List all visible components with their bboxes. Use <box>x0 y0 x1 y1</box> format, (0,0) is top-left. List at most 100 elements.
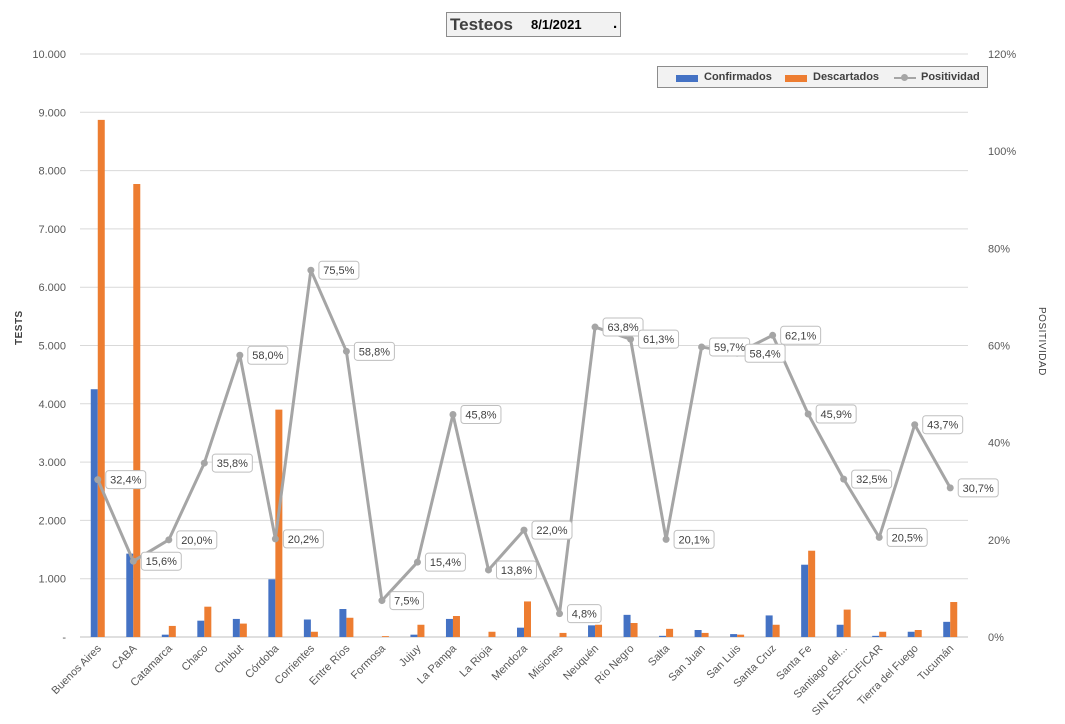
data-label: 13,8% <box>501 565 532 577</box>
x-tick-label: Formosa <box>349 642 389 682</box>
point-positividad <box>129 557 137 565</box>
chart-date: 8/1/2021 <box>531 17 582 32</box>
data-label: 43,7% <box>927 420 958 432</box>
bar-descartados <box>630 623 638 637</box>
point-positividad <box>378 597 386 605</box>
bar-confirmados <box>517 627 524 637</box>
data-label-box <box>389 591 425 611</box>
data-label-box <box>424 552 466 572</box>
point-positividad <box>662 535 670 543</box>
data-label-box <box>780 325 822 345</box>
point-positividad <box>307 266 315 274</box>
bar-confirmados <box>161 634 169 637</box>
x-tick-label: Misiones <box>526 642 566 682</box>
bar-confirmados <box>232 618 240 637</box>
bar-confirmados <box>445 618 453 637</box>
data-label-box <box>353 341 395 361</box>
data-label: 58,8% <box>359 346 390 358</box>
x-tick-label: CABA <box>110 642 140 672</box>
bar-descartados <box>879 631 887 637</box>
point-positividad <box>271 535 279 543</box>
y-tick-label-right: 100% <box>988 146 1016 158</box>
data-label-box <box>815 404 857 424</box>
data-label: 30,7% <box>963 483 994 495</box>
x-tick-label: Salta <box>646 642 673 669</box>
point-positividad <box>413 558 421 566</box>
bar-descartados <box>595 624 603 637</box>
bar-descartados <box>843 609 851 637</box>
x-tick-label: Jujuy <box>397 642 424 669</box>
data-label-box <box>247 345 289 365</box>
y-tick-label-left: 3.000 <box>38 457 66 469</box>
data-label: 35,8% <box>217 458 248 470</box>
y-axis-label-right: POSITIVIDAD <box>1036 307 1047 376</box>
y-tick-label-right: 60% <box>988 341 1010 353</box>
data-label: 20,2% <box>288 534 319 546</box>
bar-descartados <box>168 625 176 637</box>
bar-confirmados <box>694 630 702 637</box>
y-tick-label-left: 6.000 <box>38 282 66 294</box>
data-label: 45,9% <box>821 409 852 421</box>
y-tick-label-right: 40% <box>988 438 1010 450</box>
y-tick-label-right: 20% <box>988 535 1010 547</box>
data-label-box <box>851 469 893 489</box>
data-label-box <box>531 520 573 540</box>
data-label-box <box>318 260 360 280</box>
legend-swatch-confirmados <box>676 75 698 82</box>
x-tick-label: Chaco <box>179 643 210 674</box>
bar-confirmados <box>90 389 98 637</box>
bar-confirmados <box>943 621 951 637</box>
bar-confirmados <box>410 634 418 637</box>
bar-confirmados <box>730 634 738 637</box>
bar-descartados <box>204 606 212 637</box>
y-tick-label-left: 7.000 <box>38 224 66 236</box>
data-label: 4,8% <box>572 609 597 621</box>
x-tick-label: San Juan <box>666 643 707 684</box>
data-label: 32,4% <box>110 475 141 487</box>
bar-descartados <box>239 623 247 637</box>
data-label: 59,7% <box>714 342 745 354</box>
bar-confirmados <box>836 624 844 637</box>
x-tick-label: Chubut <box>212 643 246 677</box>
data-label: 75,5% <box>323 265 354 277</box>
y-tick-label-left: 8.000 <box>38 166 66 178</box>
y-tick-label-left: 5.000 <box>38 341 66 353</box>
data-label: 15,4% <box>430 557 461 569</box>
data-label-box <box>211 453 253 473</box>
data-label: 20,0% <box>181 535 212 547</box>
bar-descartados <box>488 631 496 637</box>
x-tick-label: Tucumán <box>916 643 957 684</box>
y-tick-label-left: - <box>62 632 66 644</box>
data-label: 22,0% <box>536 525 567 537</box>
y-axis-label-left: TESTS <box>14 310 25 345</box>
bar-confirmados <box>872 635 880 637</box>
point-positividad <box>769 331 777 339</box>
bar-descartados <box>452 616 460 637</box>
data-label-box <box>567 604 602 624</box>
bar-descartados <box>701 632 709 637</box>
x-tick-label: La Pampa <box>415 642 460 687</box>
y-tick-label-right: 0% <box>988 632 1004 644</box>
data-label-box <box>673 529 715 549</box>
bar-confirmados <box>801 564 809 637</box>
bar-confirmados <box>588 625 596 637</box>
data-label-box <box>638 329 680 349</box>
bar-descartados <box>346 617 354 637</box>
bar-descartados <box>417 624 425 637</box>
point-positividad <box>627 335 635 343</box>
y-tick-label-right: 120% <box>988 49 1016 61</box>
bar-descartados <box>737 634 745 637</box>
data-label: 63,8% <box>607 322 638 334</box>
bar-descartados <box>914 630 922 637</box>
bar-confirmados <box>339 609 347 637</box>
bar-descartados <box>559 632 567 637</box>
bar-descartados <box>310 631 318 637</box>
data-label-box <box>282 529 324 549</box>
x-tick-label: Mendoza <box>490 642 531 683</box>
bar-descartados <box>772 624 780 637</box>
point-positividad <box>804 410 812 418</box>
data-label: 20,1% <box>678 534 709 546</box>
point-positividad <box>520 526 528 534</box>
data-label-box <box>957 478 999 498</box>
x-tick-label: Buenos Aires <box>50 642 105 697</box>
